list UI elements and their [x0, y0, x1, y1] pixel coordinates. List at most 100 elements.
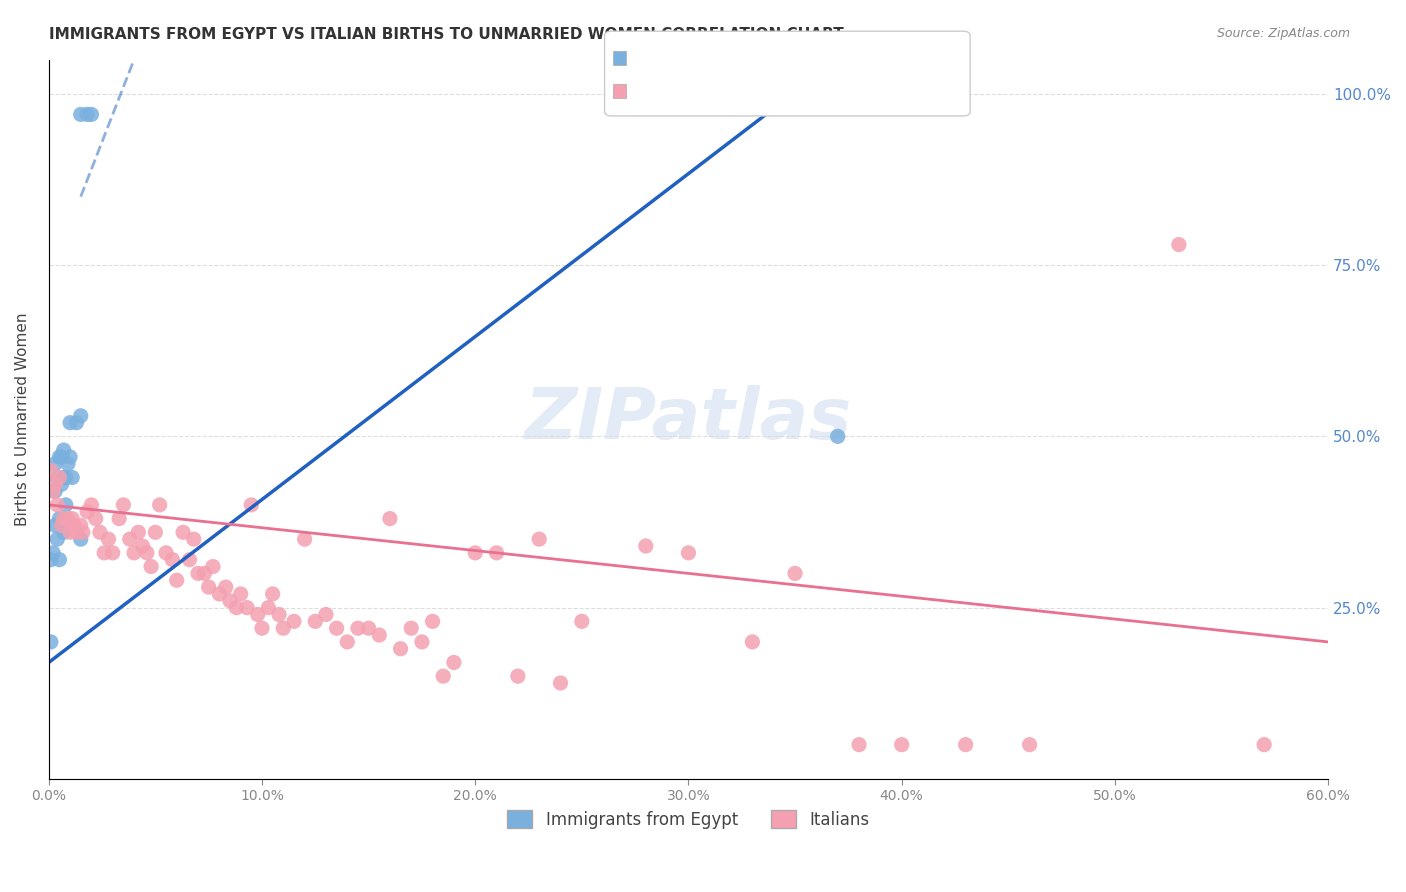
Point	[112, 498, 135, 512]
Point	[48, 552, 70, 566]
Point	[39, 552, 62, 566]
Point	[357, 621, 380, 635]
Point	[44, 477, 66, 491]
Point	[389, 641, 412, 656]
Point	[139, 559, 162, 574]
Point	[527, 532, 550, 546]
Point	[51, 518, 73, 533]
Point	[52, 511, 75, 525]
Point	[46, 532, 69, 546]
Point	[166, 574, 188, 588]
Point	[155, 546, 177, 560]
Point	[294, 532, 316, 546]
Point	[336, 635, 359, 649]
Point	[108, 511, 131, 525]
Point	[76, 107, 98, 121]
Point	[76, 505, 98, 519]
Point	[506, 669, 529, 683]
Point	[65, 416, 87, 430]
Point	[827, 429, 849, 443]
Point	[44, 457, 66, 471]
Point	[347, 621, 370, 635]
Point	[219, 594, 242, 608]
Point	[443, 656, 465, 670]
Point	[69, 532, 91, 546]
Point	[201, 559, 224, 574]
Point	[80, 107, 103, 121]
Point	[250, 621, 273, 635]
Point	[59, 416, 82, 430]
Point	[118, 532, 141, 546]
Point	[52, 525, 75, 540]
Point	[127, 525, 149, 540]
Point	[69, 107, 91, 121]
Point	[162, 552, 184, 566]
Point	[741, 635, 763, 649]
Point	[60, 470, 83, 484]
Point	[304, 615, 326, 629]
Point	[1167, 237, 1189, 252]
Point	[60, 511, 83, 525]
Point	[678, 546, 700, 560]
Point	[225, 600, 247, 615]
Point	[131, 539, 153, 553]
Point	[411, 635, 433, 649]
Point	[97, 532, 120, 546]
Point	[1253, 738, 1275, 752]
Point	[848, 738, 870, 752]
Point	[378, 511, 401, 525]
Point	[422, 615, 444, 629]
Point	[46, 498, 69, 512]
Point	[51, 450, 73, 464]
Point	[267, 607, 290, 622]
Point	[42, 546, 65, 560]
Point	[135, 546, 157, 560]
Text: Source: ZipAtlas.com: Source: ZipAtlas.com	[1216, 27, 1350, 40]
Point	[56, 511, 79, 525]
Point	[179, 552, 201, 566]
Point	[44, 484, 66, 499]
Point	[399, 621, 422, 635]
Point	[39, 635, 62, 649]
Point	[240, 498, 263, 512]
Point	[63, 518, 86, 533]
Point	[80, 498, 103, 512]
Point	[193, 566, 215, 581]
Point	[257, 600, 280, 615]
Point	[283, 615, 305, 629]
Point	[122, 546, 145, 560]
Point	[783, 566, 806, 581]
Point	[145, 525, 167, 540]
Point	[325, 621, 347, 635]
Point	[890, 738, 912, 752]
Text: R =  0.649   N = 30: R = 0.649 N = 30	[628, 52, 818, 70]
Point	[149, 498, 172, 512]
Point	[89, 525, 111, 540]
Point	[52, 470, 75, 484]
Point	[52, 443, 75, 458]
Point	[48, 470, 70, 484]
Point	[69, 409, 91, 423]
Point	[84, 511, 107, 525]
Point	[315, 607, 337, 622]
Point	[215, 580, 238, 594]
Point	[197, 580, 219, 594]
Point	[183, 532, 205, 546]
Point	[69, 518, 91, 533]
Text: IMMIGRANTS FROM EGYPT VS ITALIAN BIRTHS TO UNMARRIED WOMEN CORRELATION CHART: IMMIGRANTS FROM EGYPT VS ITALIAN BIRTHS …	[49, 27, 844, 42]
Point	[571, 615, 593, 629]
Point	[42, 484, 65, 499]
Point	[550, 676, 572, 690]
Point	[55, 498, 77, 512]
Point	[208, 587, 231, 601]
Point	[464, 546, 486, 560]
Point	[368, 628, 391, 642]
Point	[485, 546, 508, 560]
Point	[39, 464, 62, 478]
Point	[44, 518, 66, 533]
Point	[93, 546, 115, 560]
Point	[236, 600, 259, 615]
Legend: Immigrants from Egypt, Italians: Immigrants from Egypt, Italians	[501, 804, 876, 835]
Text: ZIPatlas: ZIPatlas	[524, 384, 852, 454]
Point	[59, 450, 82, 464]
